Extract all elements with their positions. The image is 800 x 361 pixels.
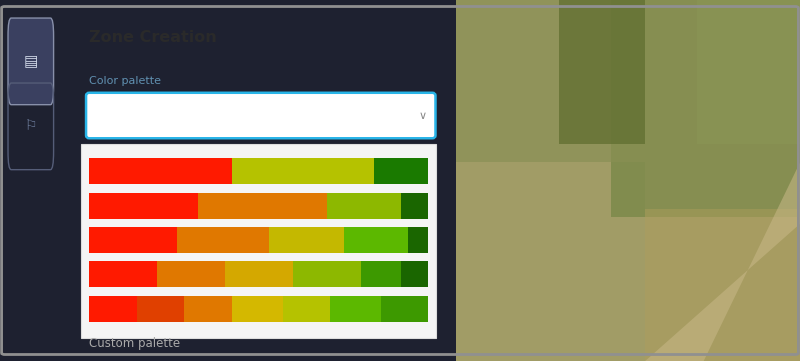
Bar [326, 193, 402, 219]
Text: ⚐: ⚐ [25, 119, 37, 133]
FancyBboxPatch shape [8, 18, 54, 105]
Polygon shape [646, 162, 800, 361]
Bar [646, 209, 800, 361]
Bar [90, 296, 137, 322]
FancyBboxPatch shape [86, 93, 435, 138]
Bar [330, 296, 381, 322]
Bar [269, 227, 343, 253]
Text: Custom palette: Custom palette [90, 337, 180, 350]
Bar [137, 296, 184, 322]
Text: ▤: ▤ [24, 54, 38, 69]
Bar [198, 193, 326, 219]
Bar [232, 296, 282, 322]
Bar [225, 261, 293, 287]
Bar [697, 0, 800, 144]
Bar [282, 296, 330, 322]
Text: ∨: ∨ [418, 110, 426, 121]
Bar [90, 158, 232, 184]
Bar [456, 0, 611, 162]
Bar [611, 0, 800, 217]
Bar [90, 261, 157, 287]
Bar [559, 0, 645, 144]
Bar [90, 227, 178, 253]
Bar [184, 296, 232, 322]
Bar [90, 193, 198, 219]
Bar [232, 158, 374, 184]
Bar [408, 227, 428, 253]
Bar [178, 227, 269, 253]
Bar [293, 261, 361, 287]
Text: Color palette: Color palette [90, 76, 162, 86]
Bar [374, 158, 428, 184]
Bar [402, 261, 428, 287]
Text: Zone Creation: Zone Creation [90, 30, 217, 45]
Bar [402, 193, 428, 219]
Bar [157, 261, 225, 287]
Bar [82, 144, 436, 338]
Bar [381, 296, 428, 322]
Bar [456, 162, 646, 361]
Bar [361, 261, 402, 287]
Bar [343, 227, 408, 253]
